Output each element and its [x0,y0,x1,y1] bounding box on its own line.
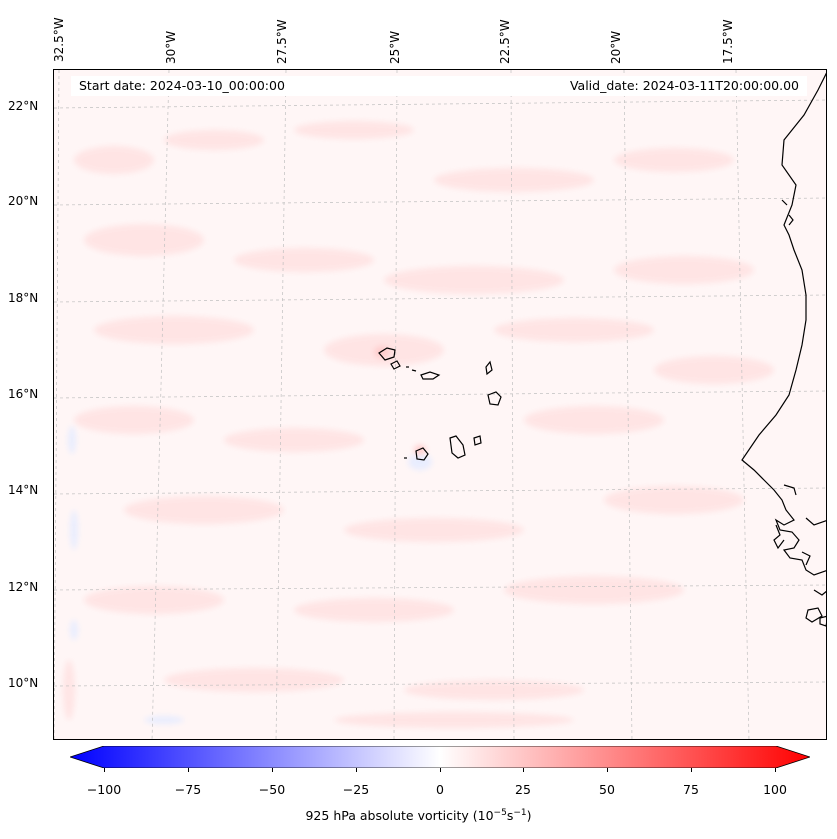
cbar-tickmark [104,768,105,772]
lat-label-12n: 12°N [8,580,39,594]
lon-label-20w: 20°W [609,30,623,64]
info-bar: Start date: 2024-03-10_00:00:00 Valid_da… [71,76,807,96]
cbar-tickmark [356,768,357,772]
cbar-tickmark [188,768,189,772]
cape-verde-islands [378,347,502,461]
cbar-tick-label: −75 [174,782,202,797]
cbar-tick-label: −25 [342,782,370,797]
cbar-tickmark [691,768,692,772]
lat-label-20n: 20°N [8,194,39,208]
colorbar-label: 925 hPa absolute vorticity (10−5s−1) [305,808,532,824]
cbar-tick-label: 0 [436,782,444,797]
cbar-tick-label: −50 [258,782,286,797]
lon-label-22-5w: 22.5°W [498,19,512,64]
africa-coastline [741,72,826,627]
lon-label-17-5w: 17.5°W [721,19,735,64]
colorbar [68,745,812,769]
lon-label-32-5w: 32.5°W [52,17,66,62]
cbar-tickmark [272,768,273,772]
lat-label-18n: 18°N [8,291,39,305]
lat-label-10n: 10°N [8,676,39,690]
valid-date-text: Valid_date: 2024-03-11T20:00:00.00 [569,78,799,93]
cbar-tick-label: −100 [86,782,122,797]
colorbar-gradient [68,745,812,769]
lat-label-22n: 22°N [8,99,39,113]
cbar-tick-label: 25 [515,782,531,797]
start-date-text: Start date: 2024-03-10_00:00:00 [79,78,285,93]
graticule [54,70,826,739]
cbar-tick-label: 50 [599,782,615,797]
vorticity-field [54,70,826,739]
lon-label-30w: 30°W [164,30,178,64]
cbar-tick-label: 100 [763,782,787,797]
lon-label-25w: 25°W [388,30,402,64]
cbar-tickmark [523,768,524,772]
map-panel[interactable] [53,69,827,740]
lon-label-27-5w: 27.5°W [275,19,289,64]
lat-label-14n: 14°N [8,483,39,497]
cbar-tick-label: 75 [683,782,699,797]
lat-label-16n: 16°N [8,387,39,401]
cbar-tickmark [775,768,776,772]
cbar-tickmark [440,768,441,772]
cbar-tickmark [607,768,608,772]
